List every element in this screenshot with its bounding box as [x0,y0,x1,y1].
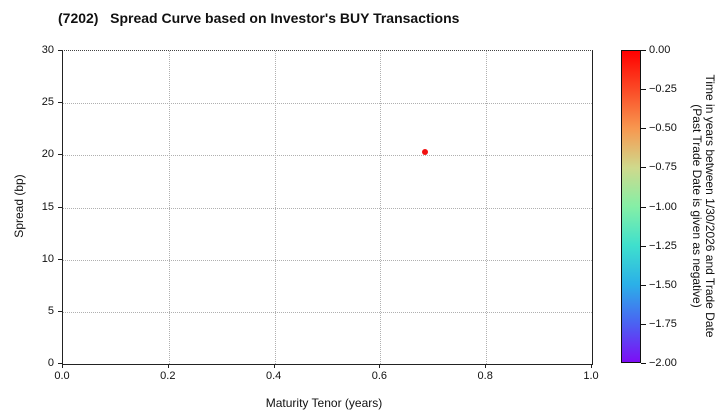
x-tick-mark [591,364,592,368]
colorbar-label-line2: (Past Trade Date is given as negative) [690,104,704,308]
h-gridline [63,259,592,261]
y-tick-mark [58,154,62,156]
colorbar-tick-mark [641,128,646,130]
v-gridline [274,51,276,364]
y-tick-mark [58,102,62,104]
colorbar-tick-label: −0.25 [649,83,677,96]
x-tick-mark [273,364,275,368]
y-tick-mark [58,206,62,208]
x-tick-label: 0.6 [371,370,388,382]
colorbar-tick-mark [641,206,646,208]
y-tick-label: 25 [41,96,54,109]
y-axis-label: Spread (bp) [12,174,26,238]
colorbar-label: Time in years between 1/30/2026 and Trad… [690,74,717,338]
scatter-point [422,149,429,156]
v-gridline [380,51,382,364]
x-tick-mark [62,364,63,368]
x-tick-label: 0.8 [477,370,493,382]
y-tick-mark [58,50,62,51]
colorbar-tick-label: −1.50 [649,278,677,291]
colorbar-tick-label: −2.00 [649,357,677,369]
colorbar-tick-label: −0.50 [649,122,677,135]
y-tick-mark [58,310,62,312]
x-tick-label: 0.0 [54,370,70,382]
h-gridline [63,103,592,105]
colorbar-tick-mark [641,323,646,325]
colorbar-tick-mark [641,245,646,247]
plot-area [62,50,593,365]
colorbar-tick-label: −1.75 [649,317,677,330]
y-tick-label: 0 [47,357,54,369]
h-gridline [63,311,592,313]
colorbar-tick-mark [641,284,646,286]
x-tick-mark [379,364,381,368]
colorbar-tick-label: −1.25 [649,239,677,252]
y-tick-label: 20 [41,148,54,161]
colorbar-label-line1: Time in years between 1/30/2026 and Trad… [703,74,717,338]
y-tick-label: 15 [41,200,54,213]
v-gridline [168,51,170,364]
colorbar-tick-mark [641,363,646,364]
y-tick-label: 5 [47,304,54,317]
y-tick-label: 30 [41,44,54,56]
colorbar-tick-mark [641,167,646,169]
y-tick-mark [58,258,62,260]
chart-title: (7202) Spread Curve based on Investor's … [58,10,460,26]
colorbar-tick-label: −0.75 [649,161,677,174]
h-gridline [63,155,592,157]
x-tick-mark [167,364,169,368]
colorbar-tick-mark [641,89,646,91]
colorbar-tick-label: −1.00 [649,200,677,213]
x-tick-label: 0.2 [160,370,176,382]
colorbar-tick-mark [641,50,646,51]
x-tick-label: 0.4 [265,370,282,382]
h-gridline [63,207,592,209]
y-tick-mark [58,363,62,364]
x-tick-mark [485,364,487,368]
x-tick-label: 1.0 [583,370,599,382]
x-axis-label: Maturity Tenor (years) [265,396,383,410]
colorbar-tick-label: 0.00 [649,44,671,56]
y-tick-label: 10 [41,252,54,265]
colorbar [621,50,641,363]
v-gridline [486,51,488,364]
